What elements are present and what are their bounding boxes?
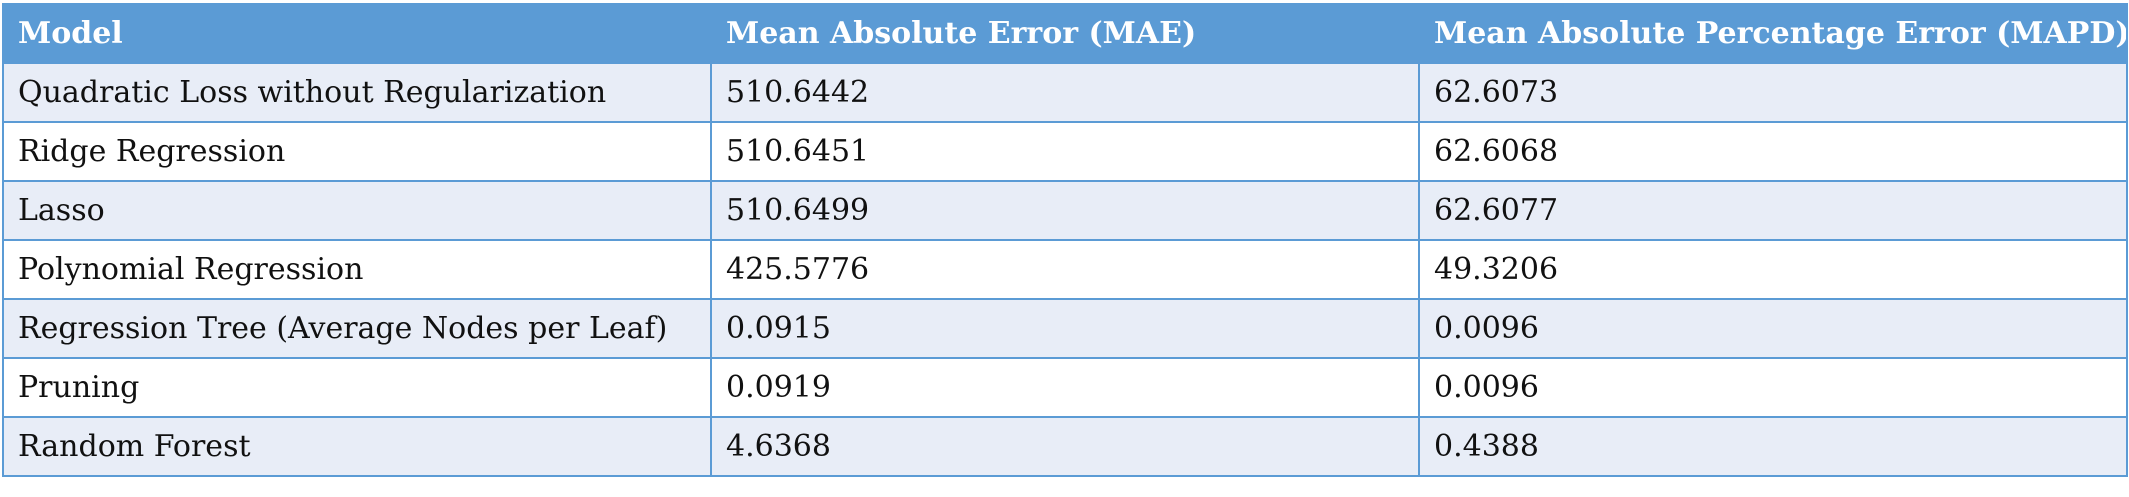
- cell-model: Polynomial Regression: [2, 239, 712, 300]
- table-row: Random Forest 4.6368 0.4388: [2, 416, 2128, 477]
- header-mae: Mean Absolute Error (MAE): [710, 3, 1420, 64]
- cell-model: Ridge Regression: [2, 121, 712, 182]
- header-mapd: Mean Absolute Percentage Error (MAPD): [1418, 3, 2128, 64]
- table-row: Pruning 0.0919 0.0096: [2, 357, 2128, 418]
- cell-mae: 0.0915: [710, 298, 1420, 359]
- table-row: Polynomial Regression 425.5776 49.3206: [2, 239, 2128, 300]
- cell-mapd: 49.3206: [1418, 239, 2128, 300]
- cell-model: Pruning: [2, 357, 712, 418]
- cell-mae: 510.6442: [710, 62, 1420, 123]
- table-header: Model Mean Absolute Error (MAE) Mean Abs…: [2, 3, 2128, 64]
- cell-model: Lasso: [2, 180, 712, 241]
- cell-mapd: 0.0096: [1418, 357, 2128, 418]
- table-row: Quadratic Loss without Regularization 51…: [2, 62, 2128, 123]
- model-error-table: Model Mean Absolute Error (MAE) Mean Abs…: [2, 3, 2128, 477]
- cell-mapd: 62.6068: [1418, 121, 2128, 182]
- cell-model: Quadratic Loss without Regularization: [2, 62, 712, 123]
- cell-mapd: 0.4388: [1418, 416, 2128, 477]
- results-table-container: Model Mean Absolute Error (MAE) Mean Abs…: [2, 3, 2128, 477]
- cell-mae: 510.6451: [710, 121, 1420, 182]
- header-model: Model: [2, 3, 712, 64]
- cell-model: Regression Tree (Average Nodes per Leaf): [2, 298, 712, 359]
- header-row: Model Mean Absolute Error (MAE) Mean Abs…: [2, 3, 2128, 64]
- cell-model: Random Forest: [2, 416, 712, 477]
- cell-mae: 510.6499: [710, 180, 1420, 241]
- table-row: Lasso 510.6499 62.6077: [2, 180, 2128, 241]
- table-row: Regression Tree (Average Nodes per Leaf)…: [2, 298, 2128, 359]
- cell-mapd: 0.0096: [1418, 298, 2128, 359]
- cell-mae: 0.0919: [710, 357, 1420, 418]
- table-body: Quadratic Loss without Regularization 51…: [2, 62, 2128, 477]
- table-row: Ridge Regression 510.6451 62.6068: [2, 121, 2128, 182]
- cell-mae: 4.6368: [710, 416, 1420, 477]
- cell-mae: 425.5776: [710, 239, 1420, 300]
- cell-mapd: 62.6077: [1418, 180, 2128, 241]
- cell-mapd: 62.6073: [1418, 62, 2128, 123]
